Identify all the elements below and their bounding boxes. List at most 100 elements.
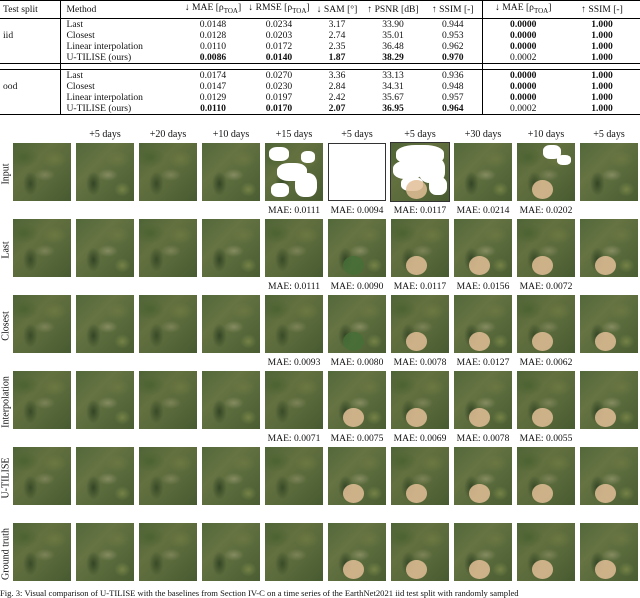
mae2-cell: 0.0000 [481, 40, 564, 52]
row-label-interpolation: Interpolation [0, 371, 12, 433]
closest-image-tile [13, 295, 71, 353]
method-cell: Last [59, 68, 180, 81]
mae-cell: 0.0174 [180, 68, 246, 81]
header-psnr: ↑ PSNR [dB] [362, 0, 424, 19]
input-image-tile [13, 143, 71, 201]
last-image-tile [76, 219, 134, 277]
input-image-tile [390, 142, 450, 202]
sam-cell: 2.74 [328, 29, 346, 41]
ground-truth-image-tile [76, 523, 134, 581]
method-cell: Linear interpolation [59, 91, 180, 103]
ground-truth-image-tile [139, 523, 197, 581]
closest-image-tile [454, 295, 512, 353]
time-offset-label: +15 days [275, 129, 313, 140]
psnr-cell: 36.95 [362, 102, 424, 115]
mae2-cell: 0.0000 [481, 18, 564, 30]
row-label-text: Ground truth [0, 528, 12, 580]
header-ssim: ↑ SSIM [-] [424, 0, 482, 19]
ssim2-cell: 1.000 [564, 102, 640, 115]
input-image-tile [76, 143, 134, 201]
u-tilise-image-tile [202, 447, 260, 505]
test-split-cell [0, 18, 60, 30]
table-header-row: Test split Method ↓ MAE [ρTOA] ↓ RMSE [ρ… [0, 0, 640, 19]
table-row: Last 0.0174 0.0270 3.36 33.13 0.936 0.0000 1.00… [0, 68, 640, 81]
test-split-cell: ood [3, 80, 18, 92]
last-image-tile [517, 219, 575, 277]
mae-label: MAE: 0.0090 [330, 281, 384, 292]
mae-label: MAE: 0.0111 [267, 281, 321, 292]
input-image-tile [139, 143, 197, 201]
ssim-cell: 0.944 [441, 18, 464, 30]
mae-label: MAE: 0.0127 [456, 357, 510, 368]
interpolation-image-tile [76, 371, 134, 429]
mae2-cell: 0.0000 [481, 29, 564, 41]
row-label-text: Interpolation [0, 376, 12, 428]
closest-image-tile [265, 295, 323, 353]
row-label-input: Input [0, 143, 12, 205]
u-tilise-image-tile [580, 447, 638, 505]
mae-label: MAE: 0.0078 [393, 357, 447, 368]
mae-label: MAE: 0.0075 [330, 433, 384, 444]
table-row: Linear interpolation 0.0129 0.0197 2.42 35.6… [0, 91, 640, 103]
rmse-cell: 0.0170 [246, 102, 312, 115]
ground-truth-image-tile [454, 523, 512, 581]
u-tilise-image-tile [139, 447, 197, 505]
input-image-tile [517, 143, 575, 201]
time-offset-label: +10 days [527, 129, 565, 140]
ssim2-cell: 1.000 [591, 80, 613, 92]
ground-truth-image-tile [517, 523, 575, 581]
closest-image-tile [580, 295, 638, 353]
mae2-cell: 0.0000 [481, 91, 564, 103]
mae2-cell: 0.0002 [481, 102, 564, 115]
interpolation-image-tile [517, 371, 575, 429]
mae-label: MAE: 0.0072 [519, 281, 573, 292]
mae-label: MAE: 0.0071 [267, 433, 321, 444]
input-image-tile [580, 143, 638, 201]
psnr-cell: 38.29 [362, 51, 424, 64]
mae-label: MAE: 0.0055 [519, 433, 573, 444]
closest-image-tile [202, 295, 260, 353]
header-sam: ↓ SAM [°] [312, 0, 362, 19]
psnr-cell: 35.01 [382, 29, 404, 41]
closest-image-tile [328, 295, 386, 353]
u-tilise-image-tile [517, 447, 575, 505]
last-image-tile [139, 219, 197, 277]
time-offset-label: +10 days [212, 129, 250, 140]
ssim-cell: 0.962 [441, 40, 464, 52]
interpolation-image-tile [13, 371, 71, 429]
ssim2-cell: 1.000 [591, 29, 613, 41]
ground-truth-image-tile [391, 523, 449, 581]
row-label-text: Input [0, 163, 12, 185]
mae-cell: 0.0147 [199, 80, 227, 92]
time-offset-label: +5 days [341, 129, 373, 140]
interpolation-image-tile [580, 371, 638, 429]
row-label-last: Last [0, 219, 12, 281]
ssim-cell: 0.964 [424, 102, 482, 115]
psnr-cell: 35.67 [382, 91, 404, 103]
psnr-cell: 33.90 [382, 18, 404, 30]
time-offset-label: +5 days [89, 129, 121, 140]
sam-cell: 3.17 [328, 18, 346, 30]
mae-label: MAE: 0.0117 [393, 281, 447, 292]
mae-label: MAE: 0.0069 [393, 433, 447, 444]
header-mae: ↓ MAE [ρTOA] [180, 0, 246, 19]
time-offset-label: +30 days [464, 129, 502, 140]
ground-truth-image-tile [265, 523, 323, 581]
results-table: Test split Method ↓ MAE [ρTOA] ↓ RMSE [ρ… [0, 0, 640, 115]
header-ssim-observed: ↑ SSIM [-] [564, 0, 640, 19]
rmse-cell: 0.0140 [246, 51, 312, 64]
rmse-cell: 0.0172 [265, 40, 293, 52]
ground-truth-image-tile [202, 523, 260, 581]
input-image-tile [328, 143, 386, 201]
interpolation-image-tile [139, 371, 197, 429]
interpolation-image-tile [202, 371, 260, 429]
ssim2-cell: 1.000 [591, 91, 613, 103]
last-image-tile [13, 219, 71, 277]
ground-truth-image-tile [580, 523, 638, 581]
test-split-cell [0, 51, 60, 64]
mae-label: MAE: 0.0214 [456, 205, 510, 216]
ssim2-cell: 1.000 [564, 51, 640, 64]
last-image-tile [202, 219, 260, 277]
table-row: ood Closest 0.0147 0.0230 2.84 34.31 0.948 0.00… [0, 80, 640, 92]
time-offset-header: +5 days +20 days +10 days +15 days +5 days +5… [0, 127, 640, 141]
